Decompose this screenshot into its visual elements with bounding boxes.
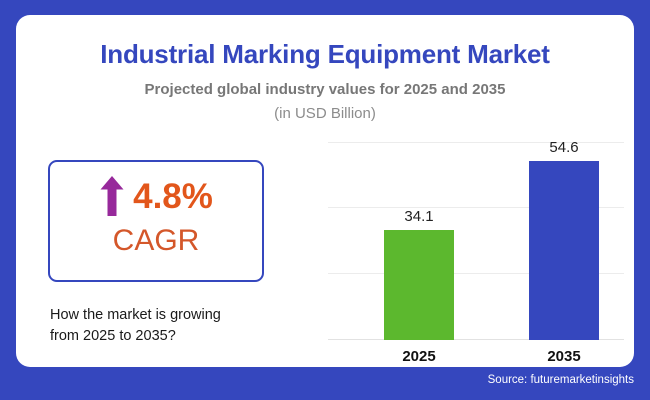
axis-baseline — [328, 339, 624, 340]
cagr-caption: How the market is growing from 2025 to 2… — [50, 305, 300, 347]
cagr-callout-box: 4.8% CAGR — [48, 160, 264, 282]
gridline-60 — [328, 142, 624, 143]
bar-chart: 34.1 54.6 2025 2035 — [328, 120, 624, 365]
category-label-2035: 2035 — [547, 348, 581, 365]
gridline-40 — [328, 207, 624, 208]
cagr-caption-line1: How the market is growing — [50, 307, 221, 323]
bar-2025 — [384, 230, 454, 340]
page-subtitle-units: (in USD Billion) — [274, 105, 376, 122]
bar-value-2025: 34.1 — [404, 208, 434, 225]
content-card: Industrial Marking Equipment Market Proj… — [16, 15, 634, 367]
cagr-label: CAGR — [112, 224, 200, 257]
source-attribution: Source: futuremarketinsights — [487, 374, 634, 386]
gridline-20 — [328, 273, 624, 274]
cagr-caption-line2: from 2025 to 2035? — [50, 328, 176, 345]
arrow-up-icon — [100, 176, 124, 216]
chart-plot-area: 34.1 54.6 — [328, 120, 624, 340]
cagr-value-row: 4.8% — [50, 174, 262, 218]
bar-2035 — [529, 161, 599, 340]
category-label-2025: 2025 — [402, 348, 436, 365]
page-subtitle: Projected global industry values for 202… — [144, 81, 506, 98]
page-title: Industrial Marking Equipment Market — [100, 39, 550, 69]
bar-value-2035: 54.6 — [549, 139, 579, 156]
cagr-value: 4.8% — [133, 176, 213, 216]
